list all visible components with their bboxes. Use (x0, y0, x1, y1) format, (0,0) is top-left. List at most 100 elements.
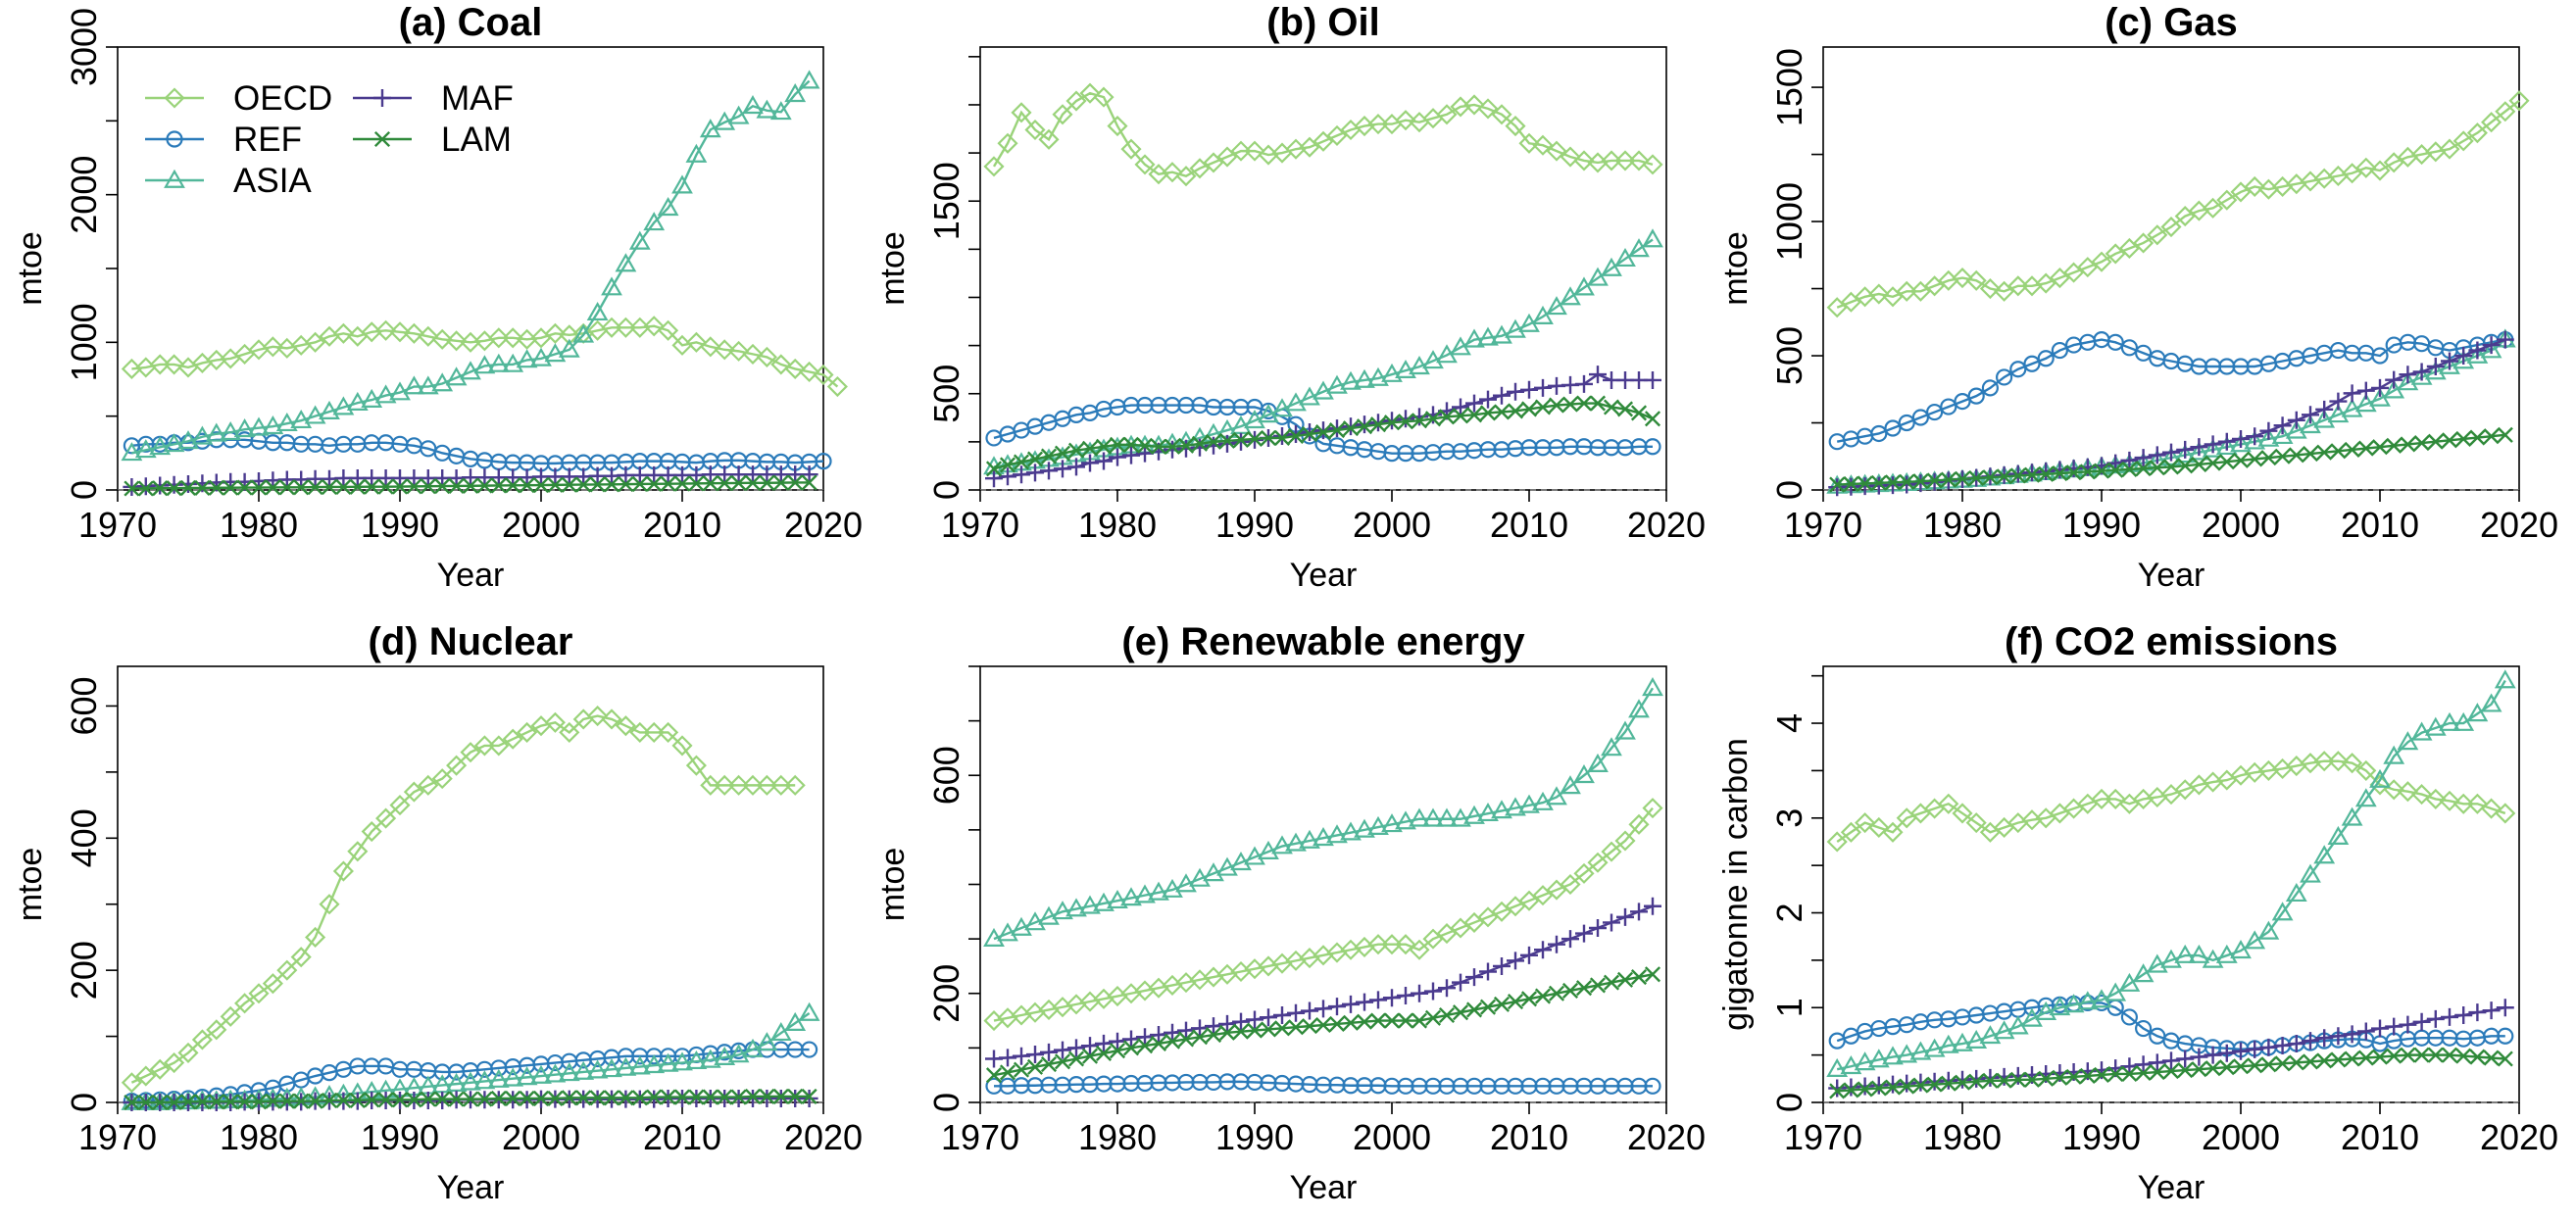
data-point (572, 323, 595, 343)
data-point (1205, 1026, 1222, 1044)
data-point (2508, 90, 2530, 112)
data-point (2107, 1065, 2124, 1083)
x-tick-label: 2020 (2480, 505, 2558, 545)
data-point (389, 381, 411, 401)
data-point (2454, 347, 2473, 366)
series-maf (985, 366, 1661, 488)
data-point (727, 105, 750, 124)
data-point (1507, 403, 1524, 419)
data-point (2400, 1047, 2416, 1063)
data-point (1301, 1001, 1318, 1020)
data-point (1356, 1013, 1373, 1030)
series-ref (1828, 330, 2514, 451)
y-tick-label: 0 (64, 1093, 104, 1112)
data-point (547, 1090, 564, 1106)
data-point (2230, 940, 2252, 959)
data-point (657, 1052, 679, 1072)
series-oecd (1826, 90, 2530, 318)
data-point (164, 354, 185, 375)
data-point (179, 1094, 197, 1110)
data-point (1273, 1020, 1291, 1037)
series-line (992, 91, 1654, 177)
data-point (1644, 411, 1661, 427)
data-point (321, 478, 338, 496)
data-point (1601, 150, 1622, 171)
data-point (1013, 454, 1030, 470)
data-point (1150, 1035, 1167, 1051)
data-point (2023, 466, 2041, 483)
data-point (1299, 386, 1320, 406)
legend-label: REF (233, 121, 302, 159)
data-point (307, 479, 323, 496)
data-point (1191, 438, 1209, 457)
data-point (191, 425, 214, 445)
data-point (1463, 94, 1485, 116)
data-point (813, 364, 834, 386)
data-point (445, 366, 468, 386)
data-point (685, 755, 707, 776)
data-point (2091, 989, 2112, 1008)
data-point (1285, 392, 1307, 412)
data-point (1081, 1037, 1099, 1055)
data-point (983, 156, 1005, 177)
data-point (517, 721, 538, 743)
data-point (1024, 119, 1046, 141)
x-axis-label: Year (437, 557, 505, 594)
data-point (2008, 464, 2027, 483)
y-tick-label: 1500 (1769, 48, 1809, 126)
y-tick-label: 2 (1769, 904, 1809, 923)
data-point (2065, 1068, 2082, 1085)
data-point (319, 400, 340, 419)
y-tick-label: 3000 (64, 8, 104, 86)
data-point (1134, 154, 1156, 175)
data-point (2162, 1063, 2180, 1080)
data-point (1967, 387, 1985, 405)
data-point (1979, 277, 2001, 300)
data-point (2246, 1040, 2264, 1058)
data-point (2412, 1012, 2431, 1031)
data-point (1630, 969, 1648, 986)
data-point (1546, 296, 1567, 316)
data-point (586, 1059, 609, 1079)
data-point (2316, 444, 2333, 461)
data-point (234, 993, 256, 1014)
data-point (1589, 977, 1607, 994)
data-point (742, 774, 764, 796)
data-point (2341, 398, 2363, 417)
data-point (1107, 116, 1128, 137)
series-line (1836, 338, 2506, 443)
data-point (2148, 446, 2166, 464)
data-point (1230, 140, 1252, 162)
data-point (194, 1094, 211, 1110)
data-point (275, 412, 298, 432)
x-axis-label: Year (2138, 557, 2205, 594)
data-point (2204, 1046, 2222, 1064)
data-point (2009, 361, 2027, 378)
data-point (2064, 460, 2083, 478)
data-point (1065, 898, 1087, 917)
data-point (756, 1032, 778, 1051)
data-point (1411, 1012, 1428, 1029)
data-point (374, 384, 397, 404)
data-point (1314, 1000, 1332, 1018)
data-point (728, 774, 750, 796)
data-point (532, 1090, 550, 1106)
data-point (2399, 1015, 2417, 1034)
data-point (1397, 1012, 1414, 1029)
data-point (1644, 1077, 1661, 1095)
data-point (714, 774, 735, 796)
data-point (250, 479, 268, 496)
data-point (2496, 330, 2514, 349)
data-point (1395, 810, 1416, 830)
data-point (2313, 751, 2335, 772)
data-point (1940, 398, 1957, 415)
data-point (784, 358, 806, 380)
legend-entry-ref: REF (145, 121, 302, 159)
data-point (1518, 890, 1540, 911)
data-point (1093, 86, 1115, 108)
data-point (1926, 472, 1943, 489)
data-point (1052, 104, 1073, 125)
data-point (2371, 439, 2389, 456)
legend-entry-oecd: OECD (145, 79, 332, 118)
data-point (434, 1091, 451, 1107)
